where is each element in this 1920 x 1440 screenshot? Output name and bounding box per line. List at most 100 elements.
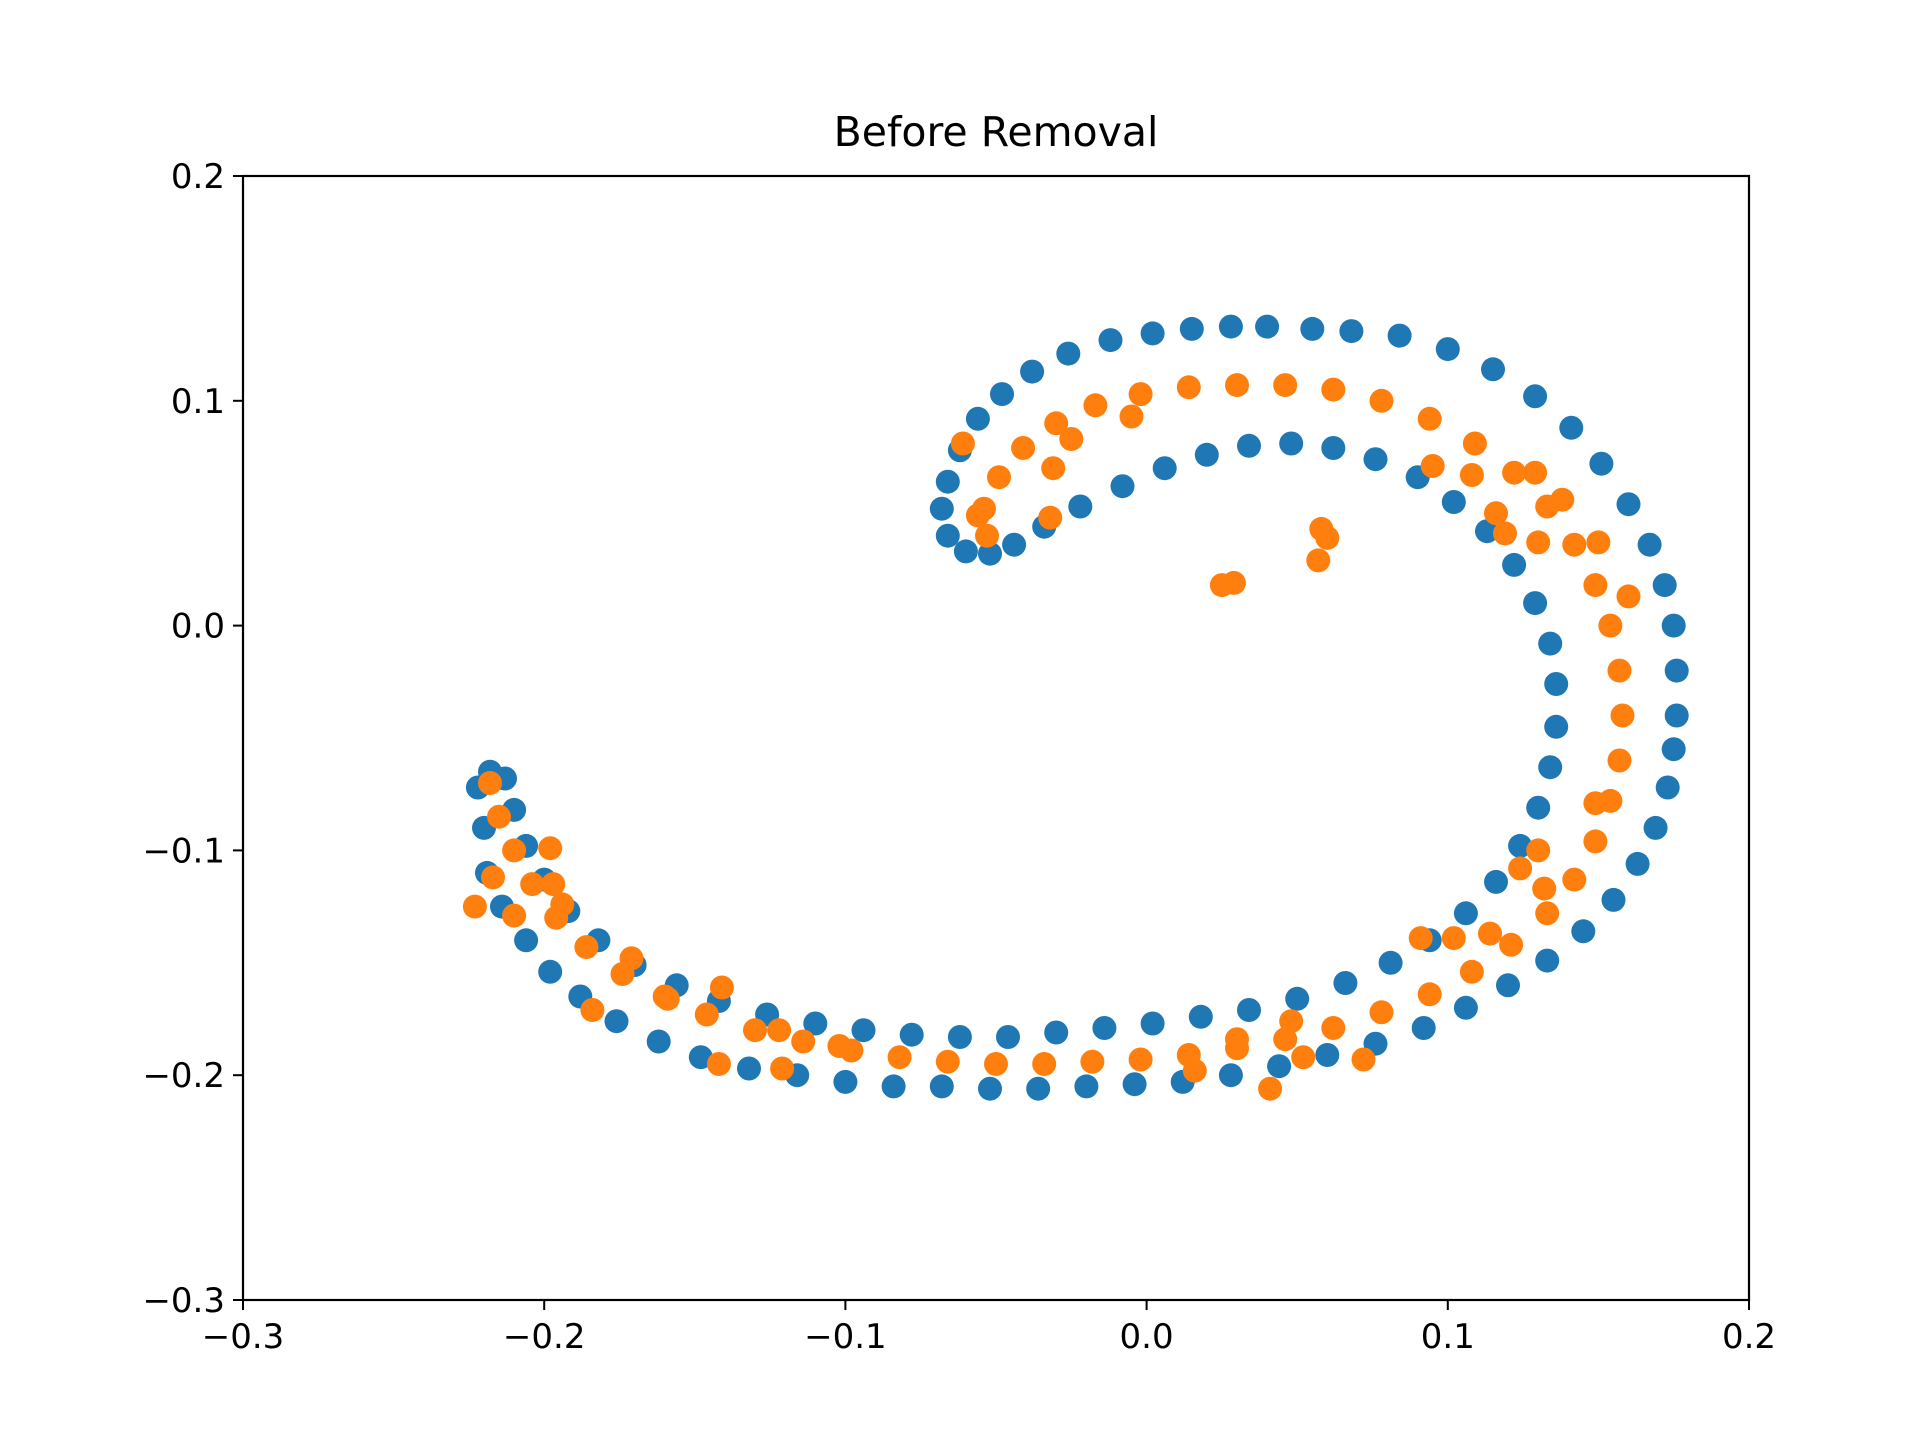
y-tick-label: 0.1 — [171, 382, 225, 422]
scatter-point-series-2 — [1221, 570, 1246, 595]
scatter-point-series-1 — [996, 1025, 1020, 1049]
scatter-point-series-1 — [1481, 357, 1505, 382]
scatter-point-series-2 — [1279, 1009, 1304, 1034]
scatter-point-series-1 — [604, 1009, 629, 1034]
scatter-point-series-2 — [1321, 377, 1346, 402]
scatter-point-series-1 — [1655, 775, 1680, 800]
scatter-point-series-2 — [1598, 613, 1623, 638]
scatter-point-series-1 — [1544, 672, 1569, 696]
scatter-point-series-2 — [770, 1056, 795, 1081]
scatter-point-series-2 — [1420, 454, 1445, 478]
scatter-point-series-2 — [984, 1052, 1008, 1076]
scatter-point-series-2 — [502, 838, 527, 863]
scatter-point-series-1 — [1218, 314, 1243, 339]
scatter-point-series-1 — [833, 1069, 858, 1094]
scatter-point-series-2 — [975, 523, 999, 548]
scatter-point-series-2 — [1351, 1047, 1376, 1072]
scatter-point-series-2 — [481, 865, 505, 890]
scatter-point-series-1 — [1535, 948, 1560, 973]
scatter-point-series-2 — [478, 771, 502, 795]
scatter-point-series-1 — [1475, 519, 1499, 544]
scatter-point-series-1 — [899, 1022, 924, 1047]
scatter-point-series-2 — [709, 975, 734, 1000]
scatter-point-series-2 — [1083, 393, 1108, 418]
scatter-point-series-2 — [1462, 431, 1487, 456]
scatter-point-series-1 — [1068, 494, 1093, 519]
scatter-point-series-1 — [965, 406, 990, 431]
scatter-point-series-2 — [1441, 926, 1466, 951]
scatter-point-series-1 — [1092, 1016, 1117, 1040]
scatter-point-series-2 — [1610, 703, 1635, 728]
scatter-point-series-1 — [1435, 337, 1460, 362]
y-tick-label: −0.2 — [142, 1056, 225, 1096]
scatter-point-series-2 — [1315, 525, 1340, 550]
scatter-point-series-1 — [1279, 431, 1304, 456]
scatter-point-series-1 — [1601, 887, 1626, 912]
scatter-point-series-2 — [1607, 748, 1632, 773]
x-tick-label: −0.3 — [202, 1317, 285, 1357]
y-tick-label: −0.1 — [142, 831, 225, 871]
scatter-point-series-2 — [1532, 876, 1557, 901]
scatter-point-series-2 — [574, 935, 599, 960]
scatter-point-series-1 — [953, 539, 978, 564]
scatter-point-series-1 — [1502, 552, 1527, 577]
scatter-point-series-2 — [1225, 373, 1249, 398]
scatter-point-series-2 — [1128, 382, 1153, 407]
scatter-point-series-2 — [1562, 532, 1587, 557]
scatter-point-series-1 — [1523, 384, 1548, 409]
scatter-point-series-2 — [1273, 373, 1298, 398]
scatter-point-series-2 — [1550, 487, 1575, 512]
scatter-point-series-2 — [706, 1052, 731, 1076]
y-axis: −0.3 −0.2 −0.1 0.0 0.1 0.2 — [142, 157, 243, 1321]
x-tick-label: −0.2 — [503, 1317, 586, 1357]
scatter-point-series-2 — [791, 1029, 816, 1054]
scatter-point-series-1 — [1544, 714, 1569, 739]
scatter-point-series-2 — [1583, 573, 1608, 598]
scatter-point-series-1 — [1523, 591, 1548, 616]
scatter-point-series-2 — [743, 1018, 767, 1043]
scatter-point-series-1 — [881, 1074, 906, 1099]
y-tick-label: 0.0 — [171, 607, 225, 647]
scatter-point-series-1 — [1194, 442, 1219, 467]
scatter-point-series-1 — [1002, 532, 1027, 557]
scatter-point-series-2 — [1607, 658, 1632, 683]
scatter-point-series-2 — [541, 872, 566, 897]
scatter-point-series-2 — [1417, 982, 1442, 1007]
scatter-point-series-2 — [767, 1018, 792, 1043]
scatter-point-series-1 — [1441, 490, 1466, 514]
scatter-point-series-2 — [550, 892, 575, 917]
scatter-point-series-1 — [1110, 474, 1135, 499]
scatter-point-series-2 — [1499, 932, 1524, 957]
scatter-point-series-1 — [1122, 1072, 1147, 1097]
scatter-point-series-2 — [655, 986, 680, 1011]
scatter-point-series-1 — [1387, 323, 1412, 348]
scatter-point-series-2 — [1032, 1052, 1057, 1076]
scatter-point-series-2 — [1459, 959, 1484, 984]
scatter-point-series-2 — [1586, 530, 1611, 555]
scatter-point-series-2 — [1369, 1000, 1394, 1025]
scatter-point-series-1 — [1589, 451, 1614, 476]
scatter-point-series-1 — [1300, 316, 1325, 341]
scatter-point-series-1 — [1179, 316, 1204, 341]
scatter-point-series-1 — [1152, 456, 1177, 481]
scatter-point-series-1 — [1255, 314, 1280, 339]
scatter-point-series-1 — [1526, 795, 1551, 820]
scatter-point-series-1 — [1237, 433, 1261, 458]
scatter-point-series-2 — [1041, 456, 1066, 481]
scatter-point-series-2 — [1583, 829, 1608, 854]
scatter-point-series-2 — [950, 431, 975, 456]
scatter-point-series-2 — [1119, 404, 1144, 429]
scatter-point-series-1 — [1020, 359, 1045, 384]
scatter-point-series-2 — [1011, 436, 1036, 460]
scatter-point-series-2 — [1258, 1076, 1283, 1101]
scatter-point-series-2 — [1080, 1049, 1105, 1074]
scatter-point-series-1 — [935, 469, 960, 494]
scatter-point-series-1 — [1664, 703, 1689, 728]
scatter-point-series-1 — [1616, 492, 1641, 517]
scatter-point-series-1 — [929, 1074, 954, 1099]
x-axis: −0.3 −0.2 −0.1 0.0 0.1 0.2 — [202, 1300, 1776, 1357]
scatter-point-series-1 — [1637, 532, 1662, 557]
scatter-point-series-2 — [1408, 926, 1433, 951]
